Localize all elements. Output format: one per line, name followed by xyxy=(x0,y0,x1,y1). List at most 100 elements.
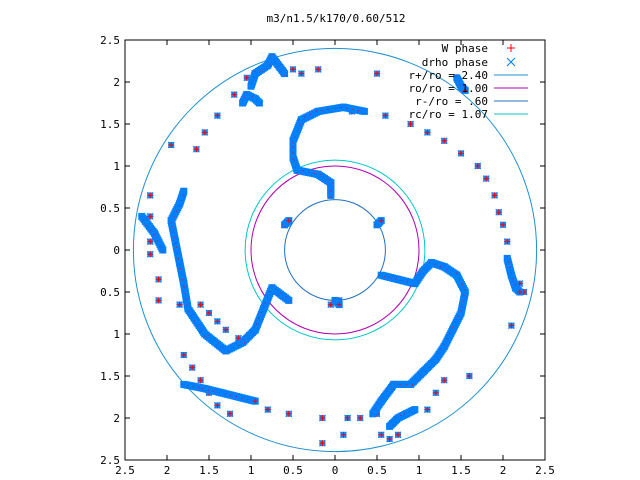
legend-label: W phase xyxy=(442,42,488,55)
legend-label: r-/ro = .60 xyxy=(415,95,488,108)
w-phase-point xyxy=(374,70,380,77)
legend-label: drho phase xyxy=(422,56,488,69)
w-phase-point xyxy=(357,415,364,421)
reference-circle xyxy=(284,199,386,301)
w-phase-point xyxy=(189,364,196,371)
w-phase-point xyxy=(491,192,498,199)
y-tick-label: 2 xyxy=(113,412,120,425)
y-tick-label: 2.5 xyxy=(100,34,120,47)
w-phase-point xyxy=(378,431,385,438)
w-phase-point xyxy=(197,377,204,384)
x-tick-label: 2 xyxy=(500,464,507,477)
data-points xyxy=(138,53,528,447)
drho-phase-point xyxy=(239,99,247,107)
w-phase-point xyxy=(176,301,183,308)
legend-label: ro/ro = 1.00 xyxy=(409,82,488,95)
x-tick-labels: 2.5 2 1.5 1 0.5 0 0.5 1 1.5 2 2.5 xyxy=(115,464,555,477)
w-phase-point xyxy=(227,410,233,417)
w-phase-point xyxy=(395,431,401,438)
w-phase-point xyxy=(424,129,431,136)
w-phase-point xyxy=(214,402,221,409)
y-tick-label: 0.5 xyxy=(100,286,120,299)
w-phase-point xyxy=(264,406,271,413)
y-tick-label: 0.5 xyxy=(100,202,120,215)
x-tick-label: 1.5 xyxy=(199,464,219,477)
w-phase-point xyxy=(168,142,175,148)
w-phase-point xyxy=(344,415,351,421)
w-phase-point xyxy=(517,289,523,295)
w-phase-point xyxy=(214,318,221,325)
plot-frame xyxy=(124,39,546,461)
w-phase-point xyxy=(206,310,212,316)
w-phase-point xyxy=(500,221,506,228)
w-phase-point xyxy=(147,213,154,220)
w-phase-point xyxy=(386,436,393,442)
w-phase-point xyxy=(327,301,334,308)
w-phase-point xyxy=(147,192,154,199)
w-phase-point xyxy=(286,218,292,224)
drho-phase-point xyxy=(247,82,255,90)
w-phase-point xyxy=(290,66,296,73)
x-tick-label: 1 xyxy=(416,464,423,477)
reference-circle xyxy=(244,159,426,341)
w-phase-point xyxy=(504,238,511,245)
x-tick-label: 0.5 xyxy=(367,464,387,477)
w-phase-point xyxy=(147,251,154,258)
w-phase-point xyxy=(155,297,162,304)
w-phase-point xyxy=(495,209,502,216)
w-phase-point xyxy=(231,91,238,98)
w-phase-point xyxy=(180,352,187,358)
reference-circle xyxy=(132,47,538,453)
x-tick-label: 0 xyxy=(332,464,339,477)
w-phase-point xyxy=(424,406,431,413)
w-phase-point xyxy=(243,74,250,81)
y-tick-label: 2 xyxy=(113,76,120,89)
x-tick-label: 1 xyxy=(248,464,255,477)
w-phase-point xyxy=(319,415,326,421)
w-phase-point xyxy=(155,276,162,283)
w-phase-point xyxy=(407,121,414,127)
w-phase-point xyxy=(197,301,204,308)
y-tick-label: 2.5 xyxy=(100,454,120,467)
y-tick-label: 0 xyxy=(113,244,120,257)
w-phase-point xyxy=(462,87,468,93)
drho-phase-point xyxy=(138,212,146,220)
reference-circle xyxy=(250,165,420,335)
w-phase-point xyxy=(222,326,229,333)
x-tick-label: 0.5 xyxy=(283,464,303,477)
x-tick-label: 2 xyxy=(164,464,171,477)
y-tick-label: 1.5 xyxy=(100,370,120,383)
w-phase-point xyxy=(214,112,221,119)
w-phase-point xyxy=(432,389,439,396)
w-phase-point xyxy=(458,150,464,157)
x-tick-label: 2.5 xyxy=(115,464,135,477)
w-phase-point xyxy=(378,218,384,224)
y-tick-label: 1 xyxy=(113,328,120,341)
w-phase-point xyxy=(285,410,292,417)
drho-phase-point xyxy=(360,107,368,115)
legend-label: rc/ro = 1.07 xyxy=(409,108,488,121)
w-phase-point xyxy=(466,373,473,379)
drho-phase-point xyxy=(411,406,419,414)
w-phase-point xyxy=(315,66,322,73)
legend-label: r+/ro = 2.40 xyxy=(409,69,488,82)
drho-phase-point xyxy=(369,410,377,418)
w-phase-point xyxy=(483,175,490,182)
w-phase-point xyxy=(319,440,326,447)
y-tick-label: 1 xyxy=(113,160,120,173)
w-phase-point xyxy=(441,137,448,144)
y-tick-label: 1.5 xyxy=(100,118,120,131)
w-phase-point xyxy=(382,112,389,119)
w-phase-point xyxy=(508,322,515,329)
w-phase-point xyxy=(201,129,208,136)
w-phase-point xyxy=(298,70,305,77)
w-phase-point xyxy=(336,302,342,308)
w-phase-point xyxy=(474,163,481,169)
x-tick-label: 1.5 xyxy=(451,464,471,477)
w-phase-point xyxy=(340,431,347,438)
drho-phase-point xyxy=(180,187,188,195)
legend-cross-sample xyxy=(506,57,516,67)
w-phase-point xyxy=(193,146,200,153)
